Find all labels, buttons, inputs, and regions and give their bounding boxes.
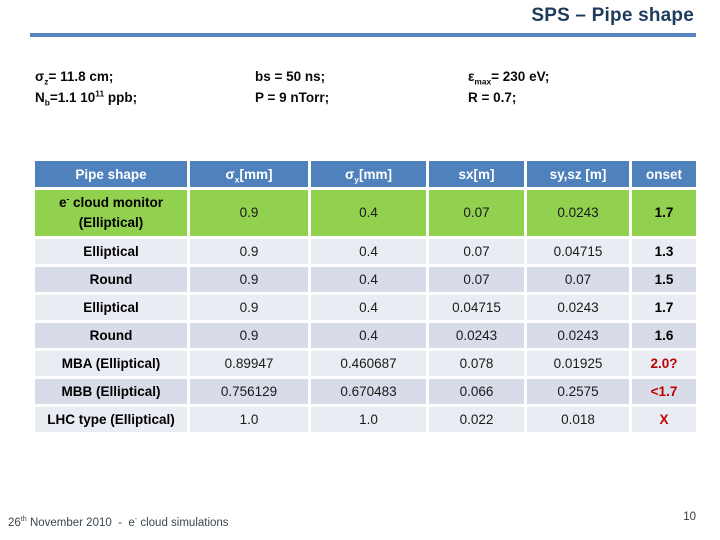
col-header-sy-sz: sy,sz [m] [527,161,629,187]
table-row: Round 0.9 0.4 0.0243 0.0243 1.6 [35,323,696,348]
beam-params-sey: εmax= 230 eV; R = 0.7; [468,66,549,108]
param-sigma-z: σz= 11.8 cm; [35,69,114,87]
onset-cell: 2.0? [632,351,696,376]
pipe-shape-cell: MBB (Elliptical) [35,379,187,404]
table-body: e- cloud monitor (Elliptical) 0.9 0.4 0.07 0.… [35,190,696,432]
sx-cell: 0.0243 [429,323,524,348]
param-reflectivity: R = 0.7; [468,90,517,105]
sx-cell: 0.07 [429,190,524,236]
page-number: 10 [683,511,696,523]
sx-cell: 0.022 [429,407,524,432]
table-row: MBA (Elliptical) 0.89947 0.460687 0.078 0.01… [35,351,696,376]
sy-sz-cell: 0.01925 [527,351,629,376]
col-header-sx: sx[m] [429,161,524,187]
col-header-onset: onset [632,161,696,187]
pipe-shape-cell: e- cloud monitor (Elliptical) [35,190,187,236]
sx-cell: 0.04715 [429,295,524,320]
onset-cell: 1.3 [632,239,696,264]
pipe-shape-cell: Round [35,323,187,348]
pipe-shape-cell: LHC type (Elliptical) [35,407,187,432]
sy-sz-cell: 0.0243 [527,295,629,320]
pipe-shape-table: Pipe shape σx[mm] σy[mm] sx[m] sy,sz [m]… [32,158,699,435]
table-row: LHC type (Elliptical) 1.0 1.0 0.022 0.018 X [35,407,696,432]
table-row: e- cloud monitor (Elliptical) 0.9 0.4 0.07 0.… [35,190,696,236]
sigma-y-cell: 0.4 [311,323,426,348]
sigma-y-cell: 1.0 [311,407,426,432]
page-title: SPS – Pipe shape [531,5,694,26]
sigma-x-cell: 0.89947 [190,351,308,376]
sy-sz-cell: 0.018 [527,407,629,432]
pipe-shape-cell: Elliptical [35,239,187,264]
sx-cell: 0.078 [429,351,524,376]
results-table-container: Pipe shape σx[mm] σy[mm] sx[m] sy,sz [m]… [32,158,699,435]
sigma-x-cell: 1.0 [190,407,308,432]
sy-sz-cell: 0.2575 [527,379,629,404]
sigma-x-cell: 0.756129 [190,379,308,404]
onset-cell: 1.7 [632,190,696,236]
sy-sz-cell: 0.07 [527,267,629,292]
pipe-shape-cell: MBA (Elliptical) [35,351,187,376]
sigma-y-cell: 0.4 [311,239,426,264]
table-row: Elliptical 0.9 0.4 0.07 0.04715 1.3 [35,239,696,264]
col-header-pipe-shape: Pipe shape [35,161,187,187]
footer-date-caption: 26th November 2010 - e- cloud simulation… [8,515,229,529]
table-row: Elliptical 0.9 0.4 0.04715 0.0243 1.7 [35,295,696,320]
onset-cell: X [632,407,696,432]
sx-cell: 0.07 [429,239,524,264]
param-bunch-spacing: bs = 50 ns; [255,69,326,84]
sx-cell: 0.066 [429,379,524,404]
title-underline-rule [30,33,696,37]
onset-cell: 1.7 [632,295,696,320]
sy-sz-cell: 0.0243 [527,323,629,348]
beam-params-bunch: σz= 11.8 cm; Nb=1.1 1011 ppb; [35,66,137,108]
sigma-x-cell: 0.9 [190,323,308,348]
param-intensity: Nb=1.1 1011 ppb; [35,88,138,108]
table-row: Round 0.9 0.4 0.07 0.07 1.5 [35,267,696,292]
col-header-sigma-y: σy[mm] [311,161,426,187]
pipe-shape-cell: Elliptical [35,295,187,320]
beam-params-spacing: bs = 50 ns; P = 9 nTorr; [255,66,329,108]
sigma-x-cell: 0.9 [190,190,308,236]
sigma-x-cell: 0.9 [190,295,308,320]
param-pressure: P = 9 nTorr; [255,90,330,105]
sigma-y-cell: 0.460687 [311,351,426,376]
col-header-sigma-x: σx[mm] [190,161,308,187]
sy-sz-cell: 0.0243 [527,190,629,236]
sigma-y-cell: 0.670483 [311,379,426,404]
pipe-shape-cell: Round [35,267,187,292]
sy-sz-cell: 0.04715 [527,239,629,264]
table-row: MBB (Elliptical) 0.756129 0.670483 0.066 0.2… [35,379,696,404]
sigma-x-cell: 0.9 [190,239,308,264]
sigma-y-cell: 0.4 [311,190,426,236]
sigma-y-cell: 0.4 [311,295,426,320]
param-epsilon-max: εmax= 230 eV; [468,69,550,87]
onset-cell: 1.6 [632,323,696,348]
sigma-x-cell: 0.9 [190,267,308,292]
table-header-row: Pipe shape σx[mm] σy[mm] sx[m] sy,sz [m]… [35,161,696,187]
sx-cell: 0.07 [429,267,524,292]
sigma-y-cell: 0.4 [311,267,426,292]
onset-cell: <1.7 [632,379,696,404]
onset-cell: 1.5 [632,267,696,292]
